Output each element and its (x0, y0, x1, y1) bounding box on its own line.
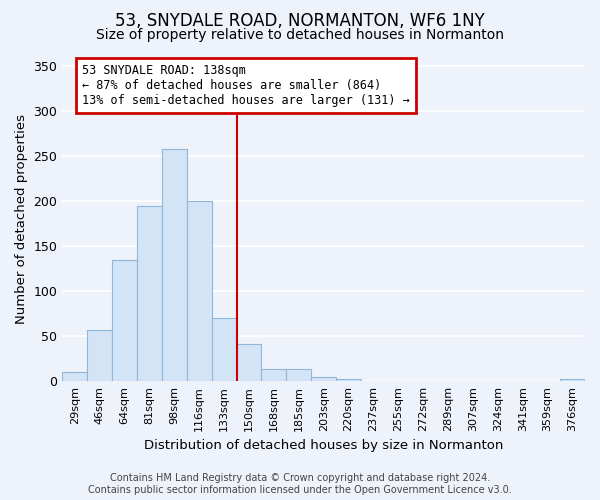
Y-axis label: Number of detached properties: Number of detached properties (15, 114, 28, 324)
X-axis label: Distribution of detached houses by size in Normanton: Distribution of detached houses by size … (144, 440, 503, 452)
Bar (112, 260, 137, 381)
Bar (162, 149, 187, 381)
Bar (311, 376, 336, 381)
Bar (560, 380, 585, 381)
Bar (137, 206, 162, 381)
Text: 53 SNYDALE ROAD: 138sqm
← 87% of detached houses are smaller (864)
13% of semi-d: 53 SNYDALE ROAD: 138sqm ← 87% of detache… (82, 64, 410, 107)
Bar (262, 370, 286, 381)
Bar (336, 380, 361, 381)
Bar (236, 344, 262, 381)
Text: 53, SNYDALE ROAD, NORMANTON, WF6 1NY: 53, SNYDALE ROAD, NORMANTON, WF6 1NY (115, 12, 485, 30)
Text: Size of property relative to detached houses in Normanton: Size of property relative to detached ho… (96, 28, 504, 42)
Bar (187, 202, 212, 381)
Bar (62, 372, 87, 381)
Bar (286, 368, 311, 381)
Text: Contains HM Land Registry data © Crown copyright and database right 2024.
Contai: Contains HM Land Registry data © Crown c… (88, 474, 512, 495)
Bar (212, 318, 236, 381)
Bar (87, 330, 112, 381)
